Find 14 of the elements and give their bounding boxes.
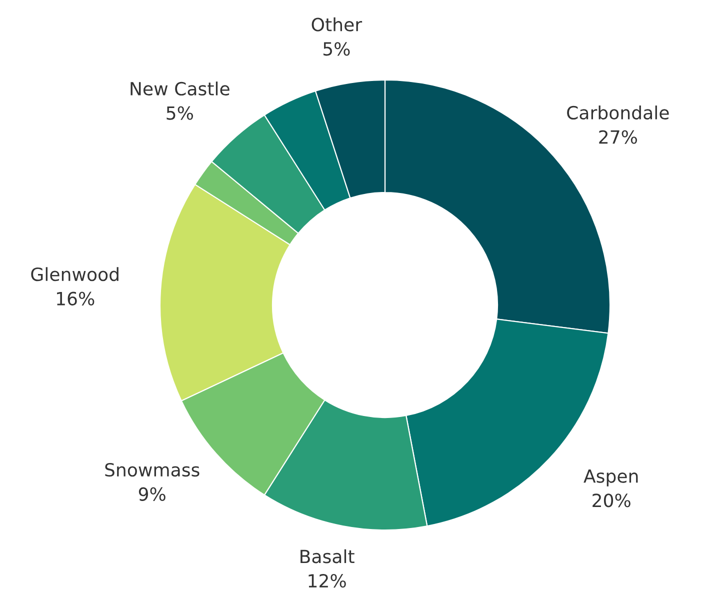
- data-label: 27%: [599, 130, 637, 144]
- slice-label: Basalt: [300, 549, 354, 564]
- slice-label: Snowmass: [105, 462, 200, 477]
- slice-label: New Castle: [130, 82, 230, 96]
- data-label: 9%: [138, 487, 166, 501]
- slice-label: Glenwood: [31, 267, 118, 282]
- data-label: 16%: [57, 292, 94, 306]
- data-label: 12%: [308, 574, 346, 588]
- data-label: 5%: [166, 106, 193, 120]
- data-label: 20%: [592, 494, 630, 508]
- slice-label: Other: [312, 17, 362, 32]
- data-label: 5%: [324, 42, 350, 56]
- slice-label: Aspen: [584, 469, 638, 486]
- slice-label: Carbondale: [567, 106, 669, 120]
